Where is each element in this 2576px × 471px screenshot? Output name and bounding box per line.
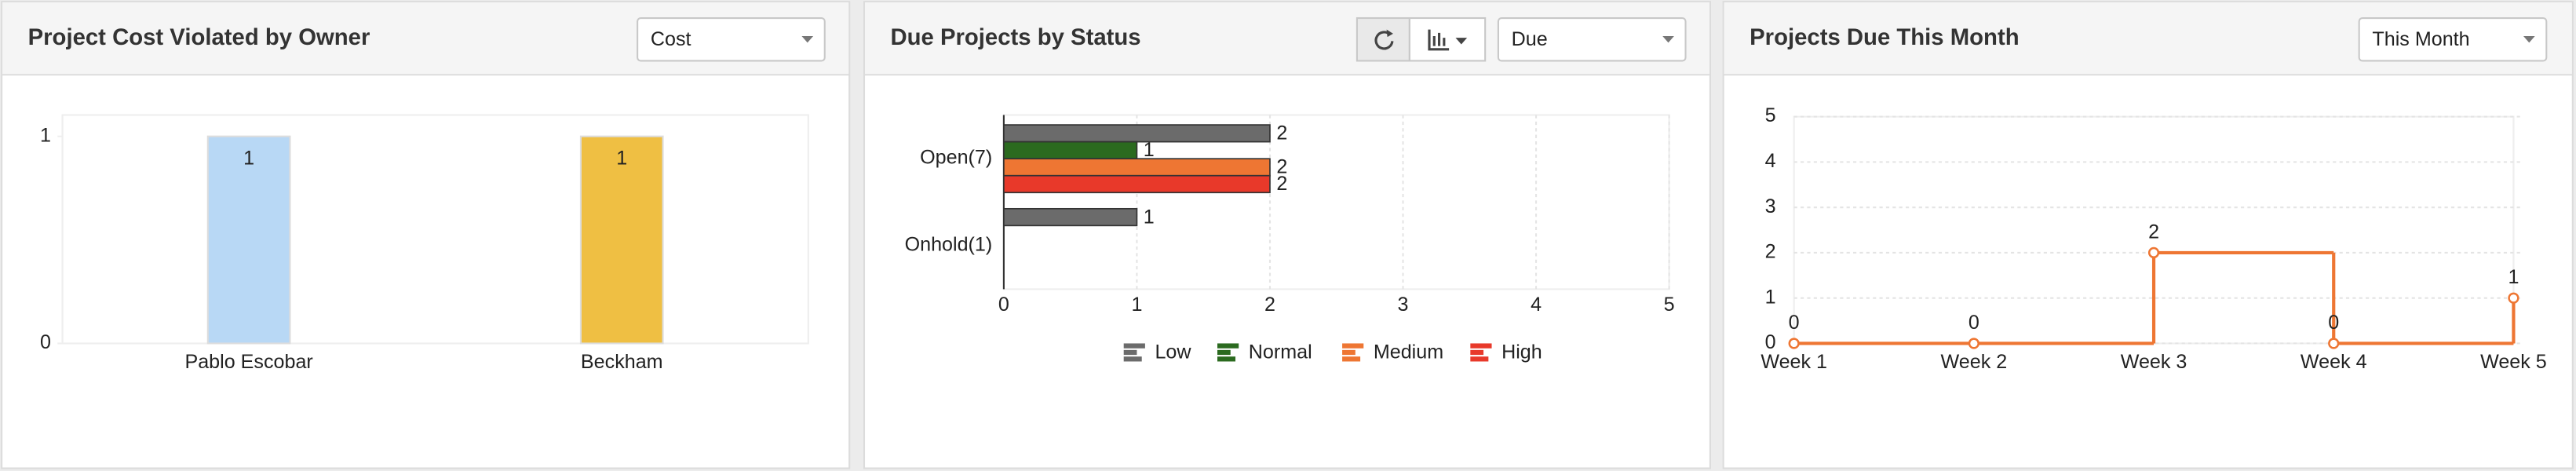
dropdown-value: This Month: [2372, 28, 2469, 50]
legend-icon: [1470, 356, 1489, 362]
panel: [863, 1, 1711, 469]
y-tick-label: 0: [1765, 331, 1776, 353]
x-tick-label: Week 1: [1761, 351, 1827, 373]
dropdown[interactable]: [637, 16, 826, 62]
bar-value-label: 1: [1144, 139, 1155, 161]
point-value-label: 0: [1789, 312, 1800, 334]
legend-icon: [1217, 349, 1231, 356]
y-tick-label: Open(7): [920, 147, 992, 169]
dropdown-arrow: [1662, 36, 1674, 43]
y-tick-label: 3: [1765, 195, 1776, 217]
bar: [1003, 124, 1271, 143]
bar-value-label: 1: [616, 148, 627, 170]
dropdown-value: Due: [1512, 28, 1548, 50]
bar: [1003, 174, 1271, 194]
y-tick-label: 2: [1765, 241, 1776, 263]
x-tick-label: 5: [1664, 294, 1675, 316]
point: [2328, 338, 2340, 349]
panel-title: Due Projects by Status: [890, 24, 1140, 50]
legend-icon: [1217, 343, 1239, 349]
refresh-arrow: [1386, 29, 1393, 38]
chart-caret: [1455, 38, 1468, 45]
bar-value-label: 2: [1276, 173, 1287, 195]
bar: [579, 135, 664, 345]
legend-icon: [1123, 356, 1142, 362]
legend-label[interactable]: Normal: [1249, 341, 1312, 363]
legend-icon: [1342, 356, 1361, 362]
panel-title: Projects Due This Month: [1750, 24, 2019, 50]
x-tick-label: Beckham: [581, 351, 663, 373]
dropdown[interactable]: [2358, 16, 2548, 62]
panel-title: Project Cost Violated by Owner: [28, 24, 370, 50]
bar-value-label: 1: [1144, 206, 1155, 228]
dropdown-value: Cost: [651, 28, 691, 50]
x-tick-label: 1: [1131, 294, 1142, 316]
x-tick-label: 0: [998, 294, 1009, 316]
point-value-label: 0: [2328, 312, 2339, 334]
bar: [1003, 158, 1271, 177]
legend-icon: [1342, 343, 1364, 349]
x-tick-label: Week 4: [2301, 351, 2367, 373]
x-tick-label: 4: [1531, 294, 1542, 316]
refresh-icon: [1374, 31, 1394, 50]
bar-value-label: 1: [243, 148, 254, 170]
dropdown[interactable]: [1497, 16, 1687, 62]
x-tick-label: Week 3: [2121, 351, 2187, 373]
point-value-label: 2: [2148, 221, 2159, 243]
point-value-label: 1: [2508, 266, 2519, 288]
bar: [206, 135, 291, 345]
bar: [1003, 207, 1138, 227]
legend-label[interactable]: High: [1501, 341, 1542, 363]
x-tick-label: 2: [1264, 294, 1275, 316]
point: [1788, 338, 1800, 349]
x-tick-label: Pablo Escobar: [184, 351, 312, 373]
legend-label[interactable]: Medium: [1374, 341, 1443, 363]
chart-icon: [1428, 29, 1450, 51]
plot-area: [61, 114, 809, 345]
panel: [1722, 1, 2574, 469]
x-tick-label: Week 2: [1941, 351, 2008, 373]
y-tick-label: 4: [1765, 150, 1776, 172]
dropdown-arrow: [801, 36, 814, 43]
y-tick-label: 1: [1765, 286, 1776, 308]
legend-icon: [1123, 349, 1137, 356]
y-tick-label: 5: [1765, 104, 1776, 126]
x-tick-label: Week 5: [2480, 351, 2547, 373]
point: [2508, 292, 2519, 304]
point: [1968, 338, 1979, 349]
bar-value-label: 2: [1276, 122, 1287, 144]
point: [2147, 246, 2160, 259]
legend-icon: [1217, 356, 1236, 362]
y-tick-label: 1: [40, 124, 51, 146]
legend-icon: [1342, 349, 1356, 356]
y-tick-label: 0: [40, 331, 51, 353]
legend-label[interactable]: Low: [1155, 341, 1191, 363]
legend-icon: [1123, 343, 1145, 349]
panel: [1, 1, 851, 469]
x-tick-label: 3: [1398, 294, 1409, 316]
refresh-button[interactable]: [1356, 16, 1410, 62]
legend-icon: [1470, 349, 1484, 356]
bar-value-label: 2: [1276, 156, 1287, 178]
dropdown-arrow: [2523, 36, 2535, 43]
y-tick-label: Onhold(1): [905, 234, 993, 256]
bar: [1003, 141, 1138, 160]
legend-icon: [1470, 343, 1492, 349]
point-value-label: 0: [1968, 312, 1979, 334]
chart-type-button[interactable]: [1408, 16, 1487, 62]
